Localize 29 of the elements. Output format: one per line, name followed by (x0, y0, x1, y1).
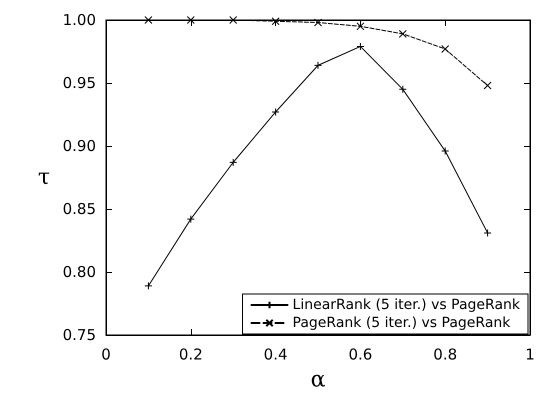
point (314, 18, 322, 27)
y-axis-title: τ (38, 165, 50, 190)
point (484, 82, 492, 90)
point (229, 158, 238, 166)
point (144, 16, 152, 24)
y-tick-label: 1.00 (62, 11, 96, 29)
x-tick-label: 0.8 (433, 346, 458, 364)
point (144, 282, 152, 290)
point (441, 44, 450, 53)
y-tick-label: 0.75 (62, 326, 96, 344)
x-tick-label: 0.4 (264, 346, 288, 364)
y-tick-label: 0.80 (62, 263, 96, 281)
x-tick-label: 0 (101, 346, 111, 364)
y-tick-label: 0.95 (62, 74, 96, 92)
point (186, 215, 195, 224)
legend-label: PageRank (5 iter.) vs PageRank (292, 315, 512, 331)
point (398, 85, 407, 94)
point (186, 16, 195, 24)
point (356, 22, 364, 30)
point (398, 30, 407, 38)
point (229, 16, 238, 24)
y-tick-label: 0.85 (62, 200, 96, 218)
x-tick-label: 1 (525, 346, 535, 364)
x-axis-title: α (310, 368, 326, 392)
x-tick-label: 0.6 (348, 346, 372, 364)
x-tick-label: 0.2 (178, 346, 203, 364)
y-tick-label: 0.90 (62, 137, 96, 155)
legend-label: LinearRank (5 iter.) vs PageRank (292, 297, 521, 313)
point (272, 17, 280, 26)
